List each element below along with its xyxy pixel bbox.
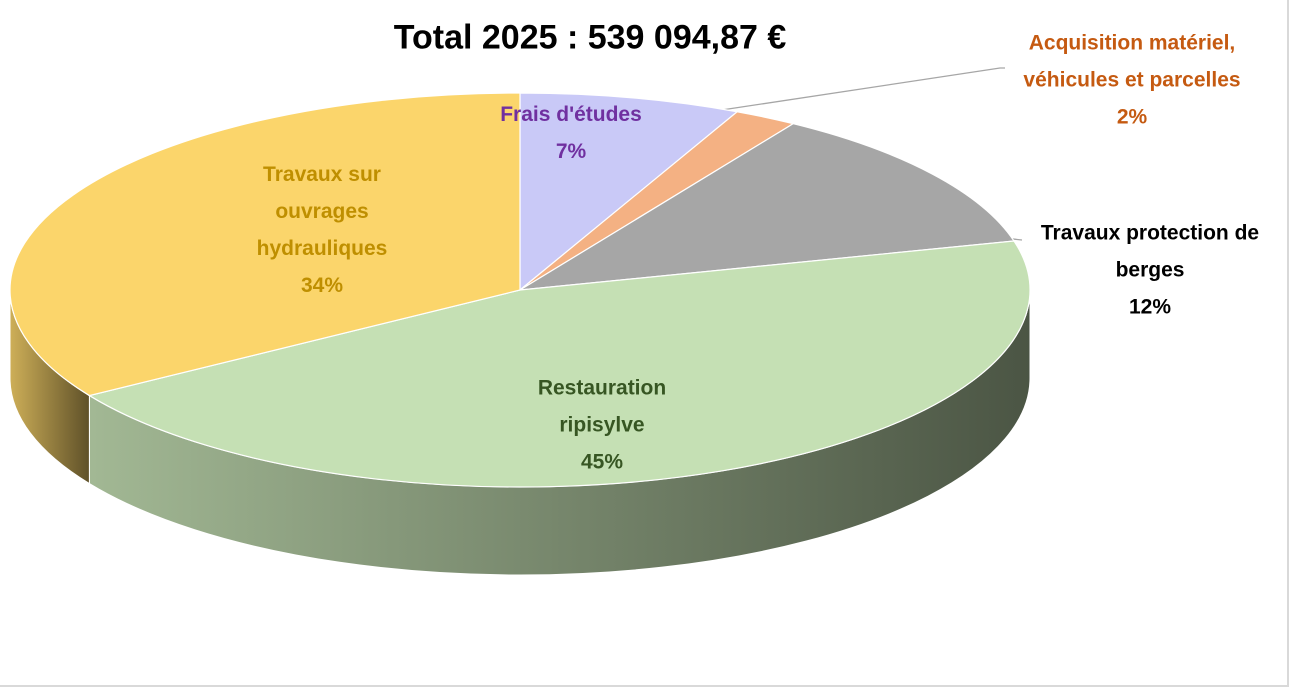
- data-label: Travaux sur ouvrages hydrauliques 34%: [242, 156, 402, 304]
- value-label: 34%: [300, 274, 344, 297]
- category-label: Travaux protection de berges: [1040, 221, 1260, 282]
- category-label: Restauration ripisylve: [537, 376, 667, 437]
- leader-line: [714, 67, 1005, 112]
- data-label: Acquisition matériel, véhicules et parce…: [1020, 25, 1245, 136]
- category-label: Frais d'études: [500, 103, 642, 126]
- value-label: 45%: [580, 450, 624, 474]
- slice: [9, 92, 521, 397]
- slice: [519, 92, 739, 292]
- value-label: 12%: [1128, 295, 1172, 319]
- slice: [519, 123, 1016, 291]
- category-label: Acquisition matériel, véhicules et parce…: [1023, 31, 1241, 92]
- value-label: 7%: [555, 140, 587, 163]
- value-label: 2%: [1116, 105, 1148, 129]
- data-label: Travaux protection de berges 12%: [1040, 215, 1260, 326]
- chart-title: Total 2025 : 539 094,87 €: [393, 18, 787, 57]
- data-label: Restauration ripisylve 45%: [527, 370, 677, 481]
- category-label: Travaux sur ouvrages hydrauliques: [256, 163, 388, 260]
- slice: [87, 240, 1031, 488]
- data-label: Frais d'études 7%: [471, 96, 671, 170]
